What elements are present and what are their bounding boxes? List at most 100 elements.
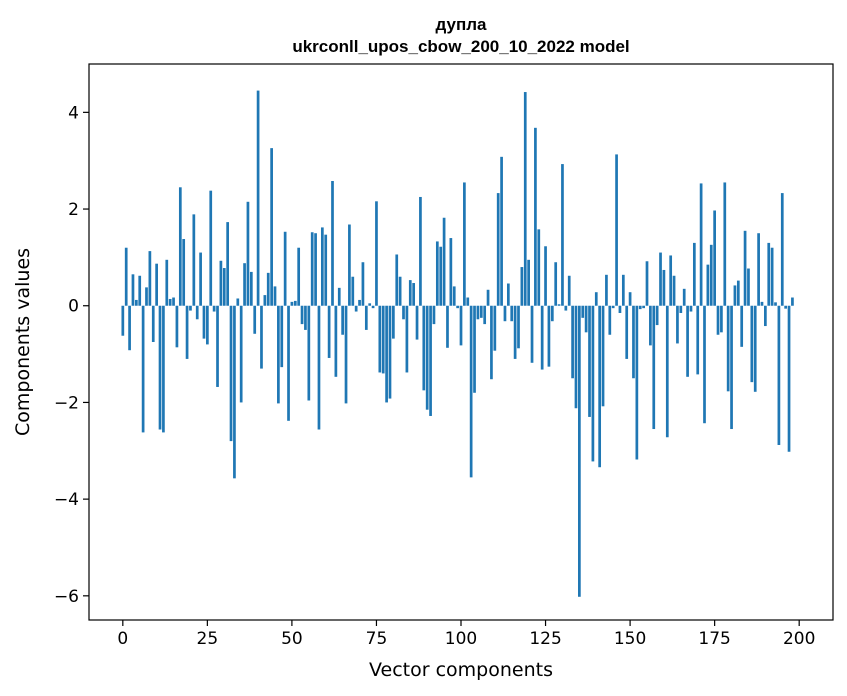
bar-54 [304,305,307,330]
bar-15 [172,297,175,306]
bar-27 [212,305,216,312]
bar-182 [736,280,740,306]
chart-subtitle: ukrconll_upos_cbow_200_10_2022 model [292,37,629,56]
bar-175 [713,210,716,306]
y-tick-label: −2 [54,393,79,413]
bar-0 [121,305,125,336]
bar-97 [449,238,453,306]
bar-85 [408,280,412,306]
bar-192 [770,247,774,306]
bar-21 [192,214,196,306]
bar-187 [753,305,757,392]
x-tick-label: 150 [614,629,646,649]
bar-29 [219,260,223,306]
bar-87 [415,305,419,340]
bar-106 [479,305,483,318]
bar-88 [419,196,422,306]
bar-112 [500,156,503,306]
bar-194 [777,305,781,445]
bar-167 [686,305,689,377]
bar-66 [344,305,348,404]
bar-52 [297,247,301,306]
bar-173 [706,264,710,306]
bar-16 [175,305,179,348]
bar-193 [774,302,777,306]
bar-10 [155,263,158,306]
bar-101 [463,182,466,306]
bar-69 [354,305,358,312]
bar-48 [283,231,287,306]
bar-39 [253,305,257,334]
bar-125 [544,246,547,306]
bar-172 [703,305,706,424]
bar-149 [625,305,629,359]
bar-138 [588,305,591,417]
bar-181 [733,285,737,306]
bar-126 [547,305,551,367]
bar-180 [730,305,733,430]
bar-152 [635,305,639,460]
bar-96 [446,305,449,348]
bar-114 [506,283,510,306]
bar-47 [280,305,284,368]
bar-188 [757,233,760,306]
bar-82 [398,276,402,306]
bar-46 [277,305,280,404]
bar-44 [270,148,273,306]
bar-124 [540,305,544,370]
bar-197 [787,305,791,452]
bar-30 [222,268,226,306]
bar-23 [199,252,202,306]
bar-56 [310,232,314,306]
bar-78 [385,305,388,403]
bar-142 [601,305,605,407]
bar-160 [662,269,666,306]
bar-191 [767,242,771,306]
bar-84 [405,305,409,373]
bar-110 [493,305,497,351]
bar-34 [236,298,240,306]
bar-146 [615,154,618,306]
bar-42 [263,295,267,306]
bar-121 [530,305,534,363]
bar-92 [432,305,436,325]
bar-38 [249,271,253,306]
bar-4 [134,299,138,306]
bar-165 [679,305,683,313]
bar-196 [784,305,788,309]
bar-108 [486,289,490,306]
bar-17 [178,187,182,306]
x-tick-label: 25 [197,629,219,649]
bar-123 [537,229,541,306]
bar-148 [621,274,625,306]
bar-162 [669,255,673,306]
bar-129 [557,304,561,306]
bars-group [121,90,794,597]
bar-154 [642,305,645,309]
bar-61 [327,305,331,358]
y-axis-ticks: −6 −4 −2 0 2 4 [54,103,89,607]
bar-103 [469,305,473,478]
bar-120 [527,259,530,306]
bar-11 [158,305,162,430]
bar-2 [128,305,131,351]
bar-115 [510,305,514,322]
bar-9 [151,305,155,342]
bar-26 [209,190,213,306]
bar-35 [239,305,243,403]
bar-150 [628,292,632,306]
bar-168 [689,305,693,312]
bar-51 [293,300,297,306]
bar-71 [361,262,365,306]
bar-50 [290,301,294,306]
bar-77 [381,305,385,374]
bar-141 [598,305,602,468]
bar-70 [358,299,361,306]
bar-179 [726,305,730,392]
y-tick-label: 2 [68,200,79,220]
x-tick-label: 100 [445,629,477,649]
bar-86 [412,283,416,306]
bar-93 [435,241,439,306]
bar-8 [148,251,152,306]
